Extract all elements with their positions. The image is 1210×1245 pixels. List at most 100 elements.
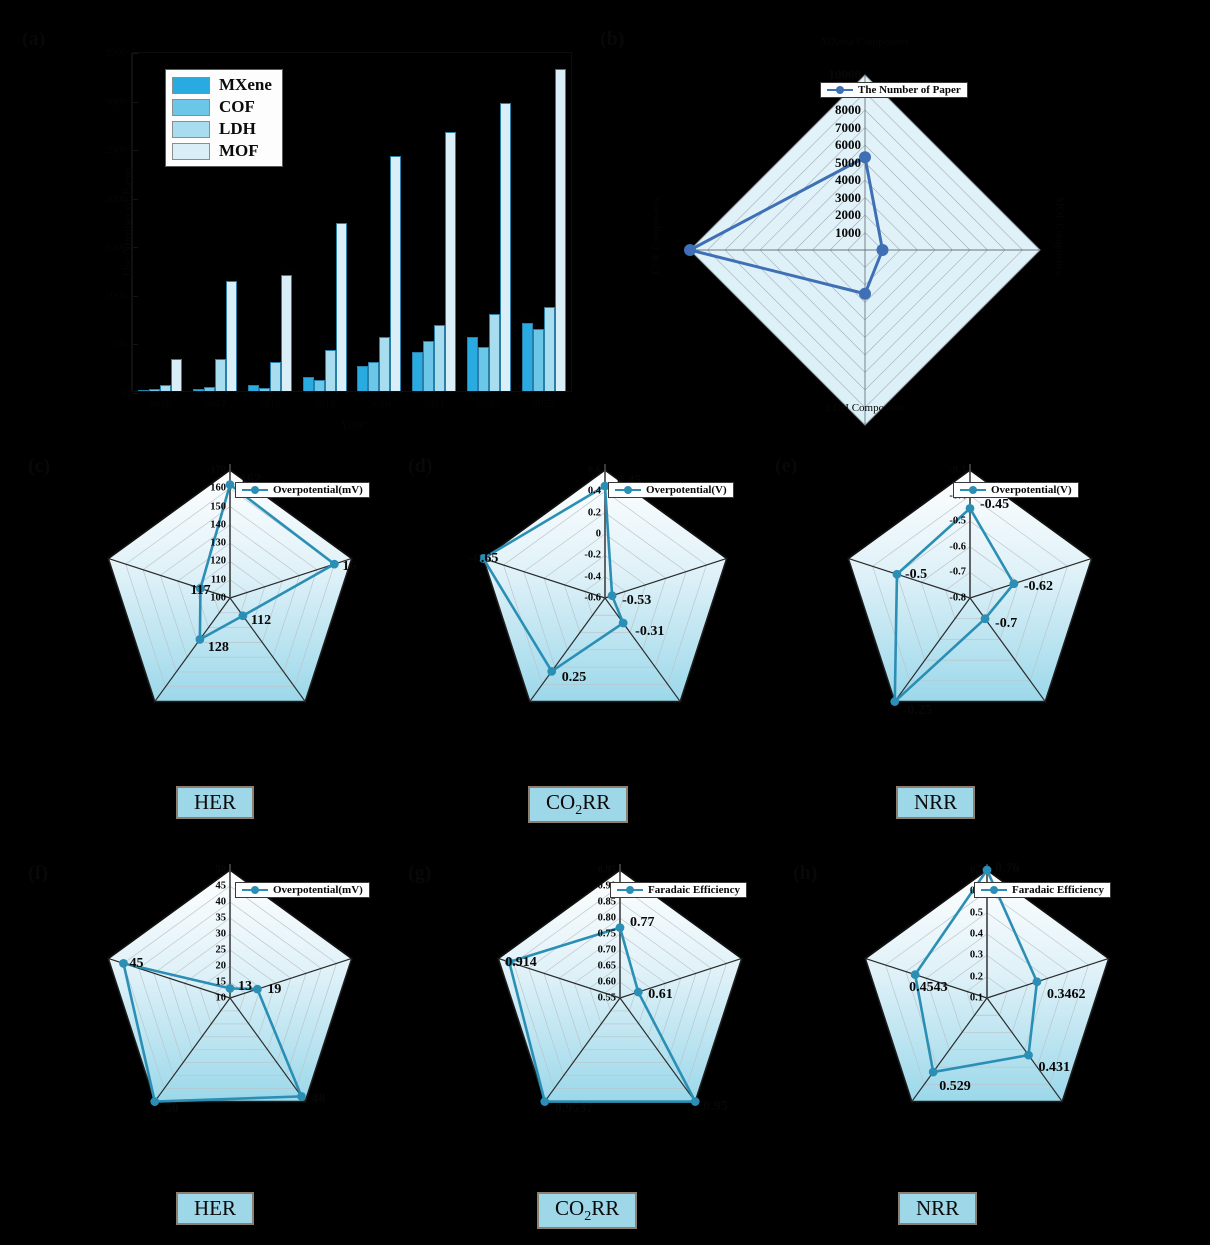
bar-y-tick: 3000 — [105, 96, 138, 108]
legend-item-cof: COF — [172, 97, 272, 117]
bar-y-tick: 3500 — [105, 47, 138, 59]
bar-cof: 455 — [477, 340, 490, 391]
bar-chart-x-axis-title: Year — [340, 417, 364, 432]
radar-value-label: 0.3462 — [1046, 986, 1086, 1002]
radar-tick-label: 110 — [210, 574, 226, 586]
radar-value-label: 0.77 — [630, 914, 655, 930]
radar-b-legend: The Number of Paper — [820, 82, 968, 98]
radar-value-label: -0.65 — [469, 551, 499, 567]
bar-group: 5 20 60 330 — [138, 53, 183, 391]
radar-g-svg — [497, 864, 743, 1106]
radar-tick-label: 0.7 — [969, 864, 983, 876]
radar-d-legend-label: Overpotential(V) — [646, 484, 727, 496]
radar-tick-label: 45 — [215, 880, 227, 892]
badge-nrr-h: NRR — [898, 1192, 978, 1225]
radar-c-svg — [107, 464, 353, 703]
bar-value-label: 640 — [533, 321, 545, 330]
bar-ldh: 300 — [269, 355, 282, 391]
bar-x-tick: 2017 — [204, 398, 227, 410]
radar-tick-label: 15 — [215, 976, 227, 988]
bar-value-label: 520 — [424, 333, 435, 342]
radar-b-tick-label: 5000 — [835, 154, 861, 170]
bar-mxene: 18 — [193, 382, 205, 391]
radar-b-tick-label: 8000 — [835, 102, 861, 117]
radar-d-legend: Overpotential(V) — [608, 482, 734, 498]
bar-value-label: 148 — [303, 369, 315, 378]
bar-mof: 1130 — [226, 274, 240, 391]
radar-value-label: 50 — [164, 1100, 179, 1116]
radar-value-label: 0.76 — [995, 861, 1020, 876]
bar-y-tick: 2000 — [105, 193, 138, 205]
bar-mof: 2670 — [445, 125, 459, 391]
radar-tick-label: 0.75 — [597, 928, 616, 940]
legend-line-icon — [617, 886, 643, 894]
bar-value-label: 20 — [152, 382, 160, 391]
radar-c-legend-label: Overpotential(mV) — [273, 484, 363, 496]
badge-co2rr-d-rr: RR — [582, 790, 611, 814]
radar-value-label: 0.914 — [505, 955, 537, 970]
badge-nrr-e: NRR — [896, 786, 976, 819]
bar-group: 60 35 300 1190 — [247, 53, 295, 391]
radar-tick-label: 0.55 — [597, 992, 616, 1004]
radar-tick-label: 0 — [595, 528, 601, 540]
legend-line-icon — [827, 86, 853, 94]
bar-value-label: 400 — [413, 345, 424, 354]
panel-label-h: (h) — [793, 862, 818, 884]
bar-cof: 640 — [532, 322, 544, 391]
bar-cof: 20 — [149, 382, 161, 391]
radar-f-legend: Overpotential(mV) — [235, 882, 370, 898]
radar-b-tick-label: 7000 — [835, 119, 861, 135]
radar-tick-label: -0.5 — [949, 515, 966, 527]
radar-value-label: -0.25 — [902, 702, 932, 718]
bar-cof: 115 — [313, 373, 325, 391]
bar-value-label: 680 — [435, 317, 446, 326]
legend-label-mxene: MXene — [219, 75, 272, 94]
bar-ldh: 790 — [488, 307, 501, 391]
radar-c-legend: Overpotential(mV) — [235, 482, 370, 498]
panel-label-e: (e) — [775, 455, 798, 477]
bar-value-label: 2420 — [390, 148, 405, 157]
radar-value-label: 0.61 — [648, 987, 673, 1003]
radar-tick-label: 130 — [210, 537, 226, 549]
legend-line-icon — [981, 886, 1007, 894]
legend-item-mxene: MXene — [172, 75, 272, 95]
bar-value-label: 330 — [216, 351, 227, 360]
legend-line-icon — [615, 486, 641, 494]
panel-label-c: (c) — [28, 455, 51, 477]
bar-value-label: 1130 — [226, 274, 240, 283]
radar-b-axis-top: MXene Composites — [821, 36, 909, 48]
radar-b-tick-label: 2000 — [835, 207, 861, 222]
radar-value-label: -0.62 — [1023, 578, 1053, 594]
radar-tick-label: 25 — [215, 944, 227, 956]
radar-value-label: 0.9537 — [554, 1100, 594, 1116]
bar-value-label: 2670 — [445, 124, 460, 133]
bar-value-label: 860 — [544, 300, 556, 309]
legend-swatch-ldh — [172, 120, 210, 138]
bar-mof: 1190 — [280, 268, 295, 391]
radar-tick-label: 100 — [210, 592, 226, 604]
badge-co2rr-d-co: CO — [546, 790, 576, 814]
badge-her-f: HER — [176, 1192, 254, 1225]
panel-label-d: (d) — [408, 455, 433, 477]
badge-co2rr-g: CO2RR — [537, 1192, 638, 1230]
radar-e-legend: Overpotential(V) — [953, 482, 1079, 498]
bar-group: 148 115 420 1730 — [302, 53, 350, 391]
radar-tick-label: 0.4 — [969, 928, 983, 940]
bar-value-label: 45 — [206, 379, 214, 388]
panel-label-g: (g) — [408, 862, 432, 884]
radar-e-legend-label: Overpotential(V) — [991, 484, 1072, 496]
radar-value-label: 13 — [238, 979, 252, 995]
radar-h-svg — [864, 864, 1110, 1103]
radar-tick-label: 0.70 — [597, 944, 616, 956]
bar-ldh: 60 — [160, 378, 172, 391]
bar-value-label: 700 — [522, 316, 534, 324]
radar-b-tick-label: 3000 — [835, 189, 861, 205]
radar-value-label: 48 — [311, 1091, 326, 1107]
radar-chart-her-overpotential-2: Overpotential(mV) 10 15 20 25 30 35 40 45 50 13 19… — [65, 864, 395, 1180]
radar-value-label: 117 — [190, 583, 211, 599]
bar-ldh: 860 — [543, 300, 555, 391]
legend-swatch-mxene — [172, 76, 210, 94]
radar-tick-label: 160 — [210, 482, 226, 494]
legend-item-ldh: LDH — [172, 119, 272, 139]
radar-tick-label: 0.1 — [969, 992, 983, 1004]
